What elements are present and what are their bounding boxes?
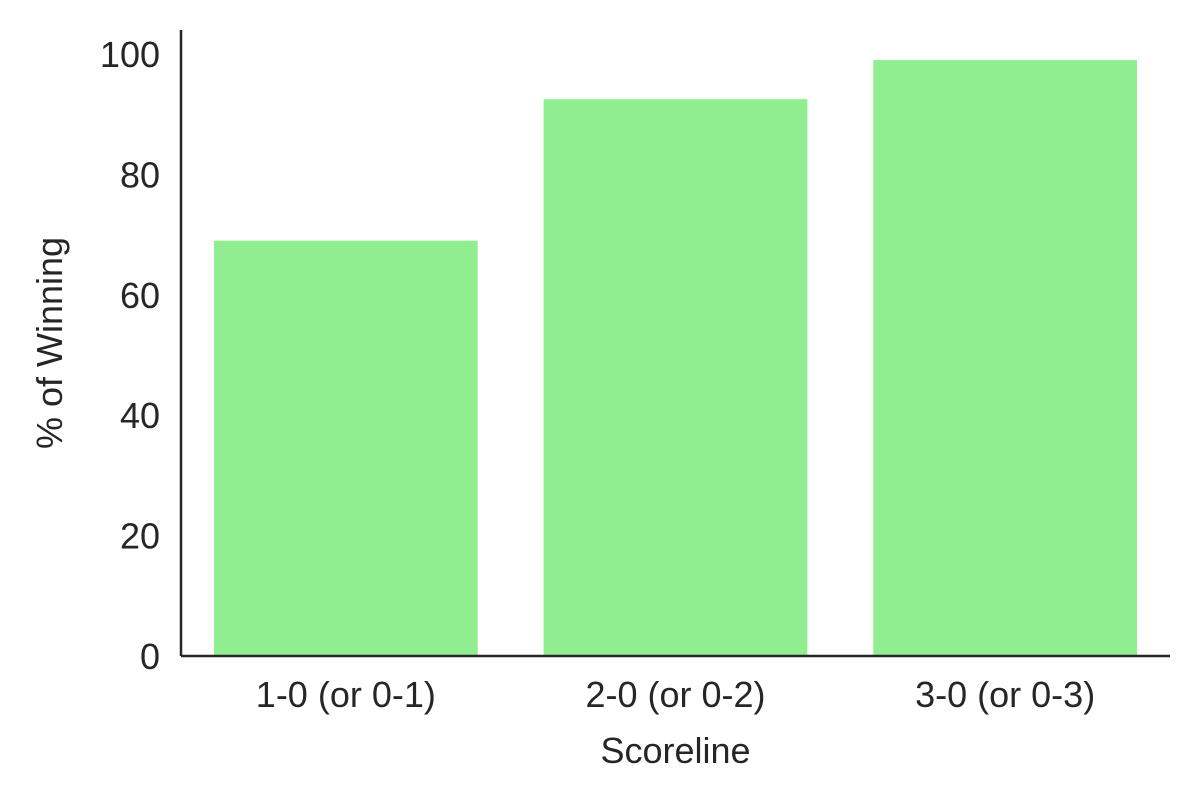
y-axis-label: % of Winning <box>29 237 70 449</box>
x-tick-label: 1-0 (or 0-1) <box>256 674 436 715</box>
y-tick-label: 40 <box>120 395 160 436</box>
y-tick-label: 0 <box>140 636 160 677</box>
y-axis-ticks: 0 20 40 60 80 100 <box>100 34 160 677</box>
x-tick-label: 3-0 (or 0-3) <box>915 674 1095 715</box>
bar-2 <box>543 99 808 657</box>
x-axis-label: Scoreline <box>600 730 750 771</box>
y-tick-label: 100 <box>100 34 160 75</box>
y-tick-label: 60 <box>120 275 160 316</box>
bar-1 <box>213 240 478 656</box>
x-axis-ticks: 1-0 (or 0-1) 2-0 (or 0-2) 3-0 (or 0-3) <box>256 674 1095 715</box>
y-tick-label: 20 <box>120 516 160 557</box>
bar-3 <box>873 60 1138 657</box>
bars-group <box>213 60 1138 657</box>
y-tick-label: 80 <box>120 154 160 195</box>
x-tick-label: 2-0 (or 0-2) <box>585 674 765 715</box>
